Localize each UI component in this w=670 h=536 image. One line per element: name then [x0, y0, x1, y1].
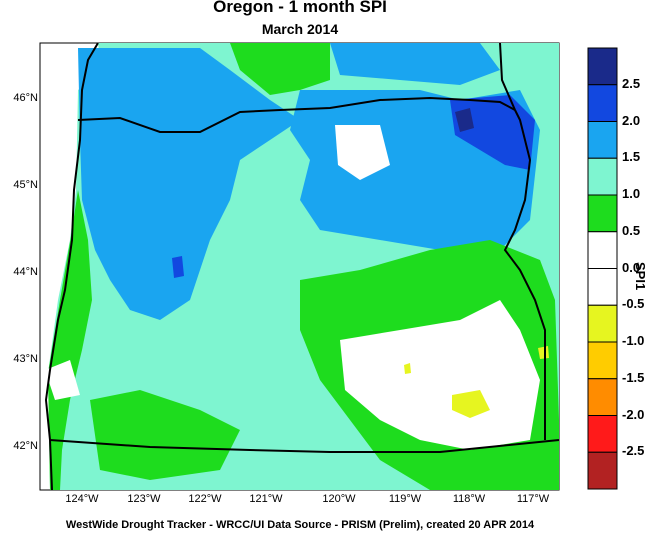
spi-region-deep-blue — [450, 95, 535, 170]
legend-label-5: 0.0 — [622, 259, 641, 275]
legend-label-3: 1.0 — [622, 186, 641, 201]
spi-region-yellow-east — [538, 346, 549, 359]
legend-label-10: -2.5 — [622, 443, 645, 459]
lon-label-119: 119°W — [388, 493, 422, 505]
state-border-east-snake — [503, 109, 546, 440]
state-border-south — [49, 439, 560, 453]
lon-label-124: 124°W — [65, 493, 99, 505]
lat-label-42: 42°N — [13, 440, 38, 452]
legend-label-1: 2.0 — [622, 112, 641, 128]
lon-label-118: 118°W — [452, 493, 486, 505]
spi-region-neutral-southwest-coast — [45, 360, 80, 400]
lat-label-43: 43°N — [13, 353, 38, 365]
spi-region-yellow-main — [452, 390, 490, 418]
legend-label-4: 0.5 — [622, 222, 641, 238]
map-subtitle: March 2014 — [261, 21, 339, 37]
legend-label-6: -0.5 — [622, 296, 645, 312]
spi-region-neutral-north — [335, 125, 390, 180]
lat-label-45: 45°N — [13, 179, 38, 191]
lon-label-123: 123°W — [127, 493, 161, 505]
spi-region-yellow-small — [404, 363, 411, 374]
spi-region-green-north — [230, 43, 330, 95]
legend-label-8: -1.5 — [622, 369, 645, 385]
legend-label-7: -1.0 — [622, 333, 645, 348]
spi-region-navy — [455, 108, 474, 132]
lon-label-122: 122°W — [188, 493, 222, 505]
spi-region-deep-blue-small — [172, 256, 184, 278]
map-title: Oregon - 1 month SPI — [213, 0, 387, 16]
lon-label-117: 117°W — [516, 493, 550, 505]
spi-region-green-southwest — [90, 390, 240, 480]
footer-credit: WestWide Drought Tracker - WRCC/UI Data … — [65, 519, 535, 531]
spi-region-blue-northwest — [78, 48, 300, 320]
legend-label-2: 1.5 — [622, 149, 641, 165]
lon-label-120: 120°W — [322, 493, 356, 505]
spi-region-neutral-southeast — [340, 300, 540, 450]
spi-region-blue-northeast-top — [330, 43, 500, 85]
legend-label-9: -2.0 — [622, 406, 645, 422]
state-border-north-columbia — [77, 96, 516, 133]
lat-label-44: 44°N — [13, 266, 38, 278]
legend-label-0: 2.5 — [622, 75, 641, 91]
washington-upper-border — [499, 42, 516, 111]
coastline — [44, 42, 99, 491]
legend-title: SPI1 — [633, 262, 648, 291]
spi-region-green-coast — [48, 190, 92, 490]
lat-label-46: 46°N — [13, 92, 38, 104]
lon-label-121: 121°W — [249, 493, 283, 505]
